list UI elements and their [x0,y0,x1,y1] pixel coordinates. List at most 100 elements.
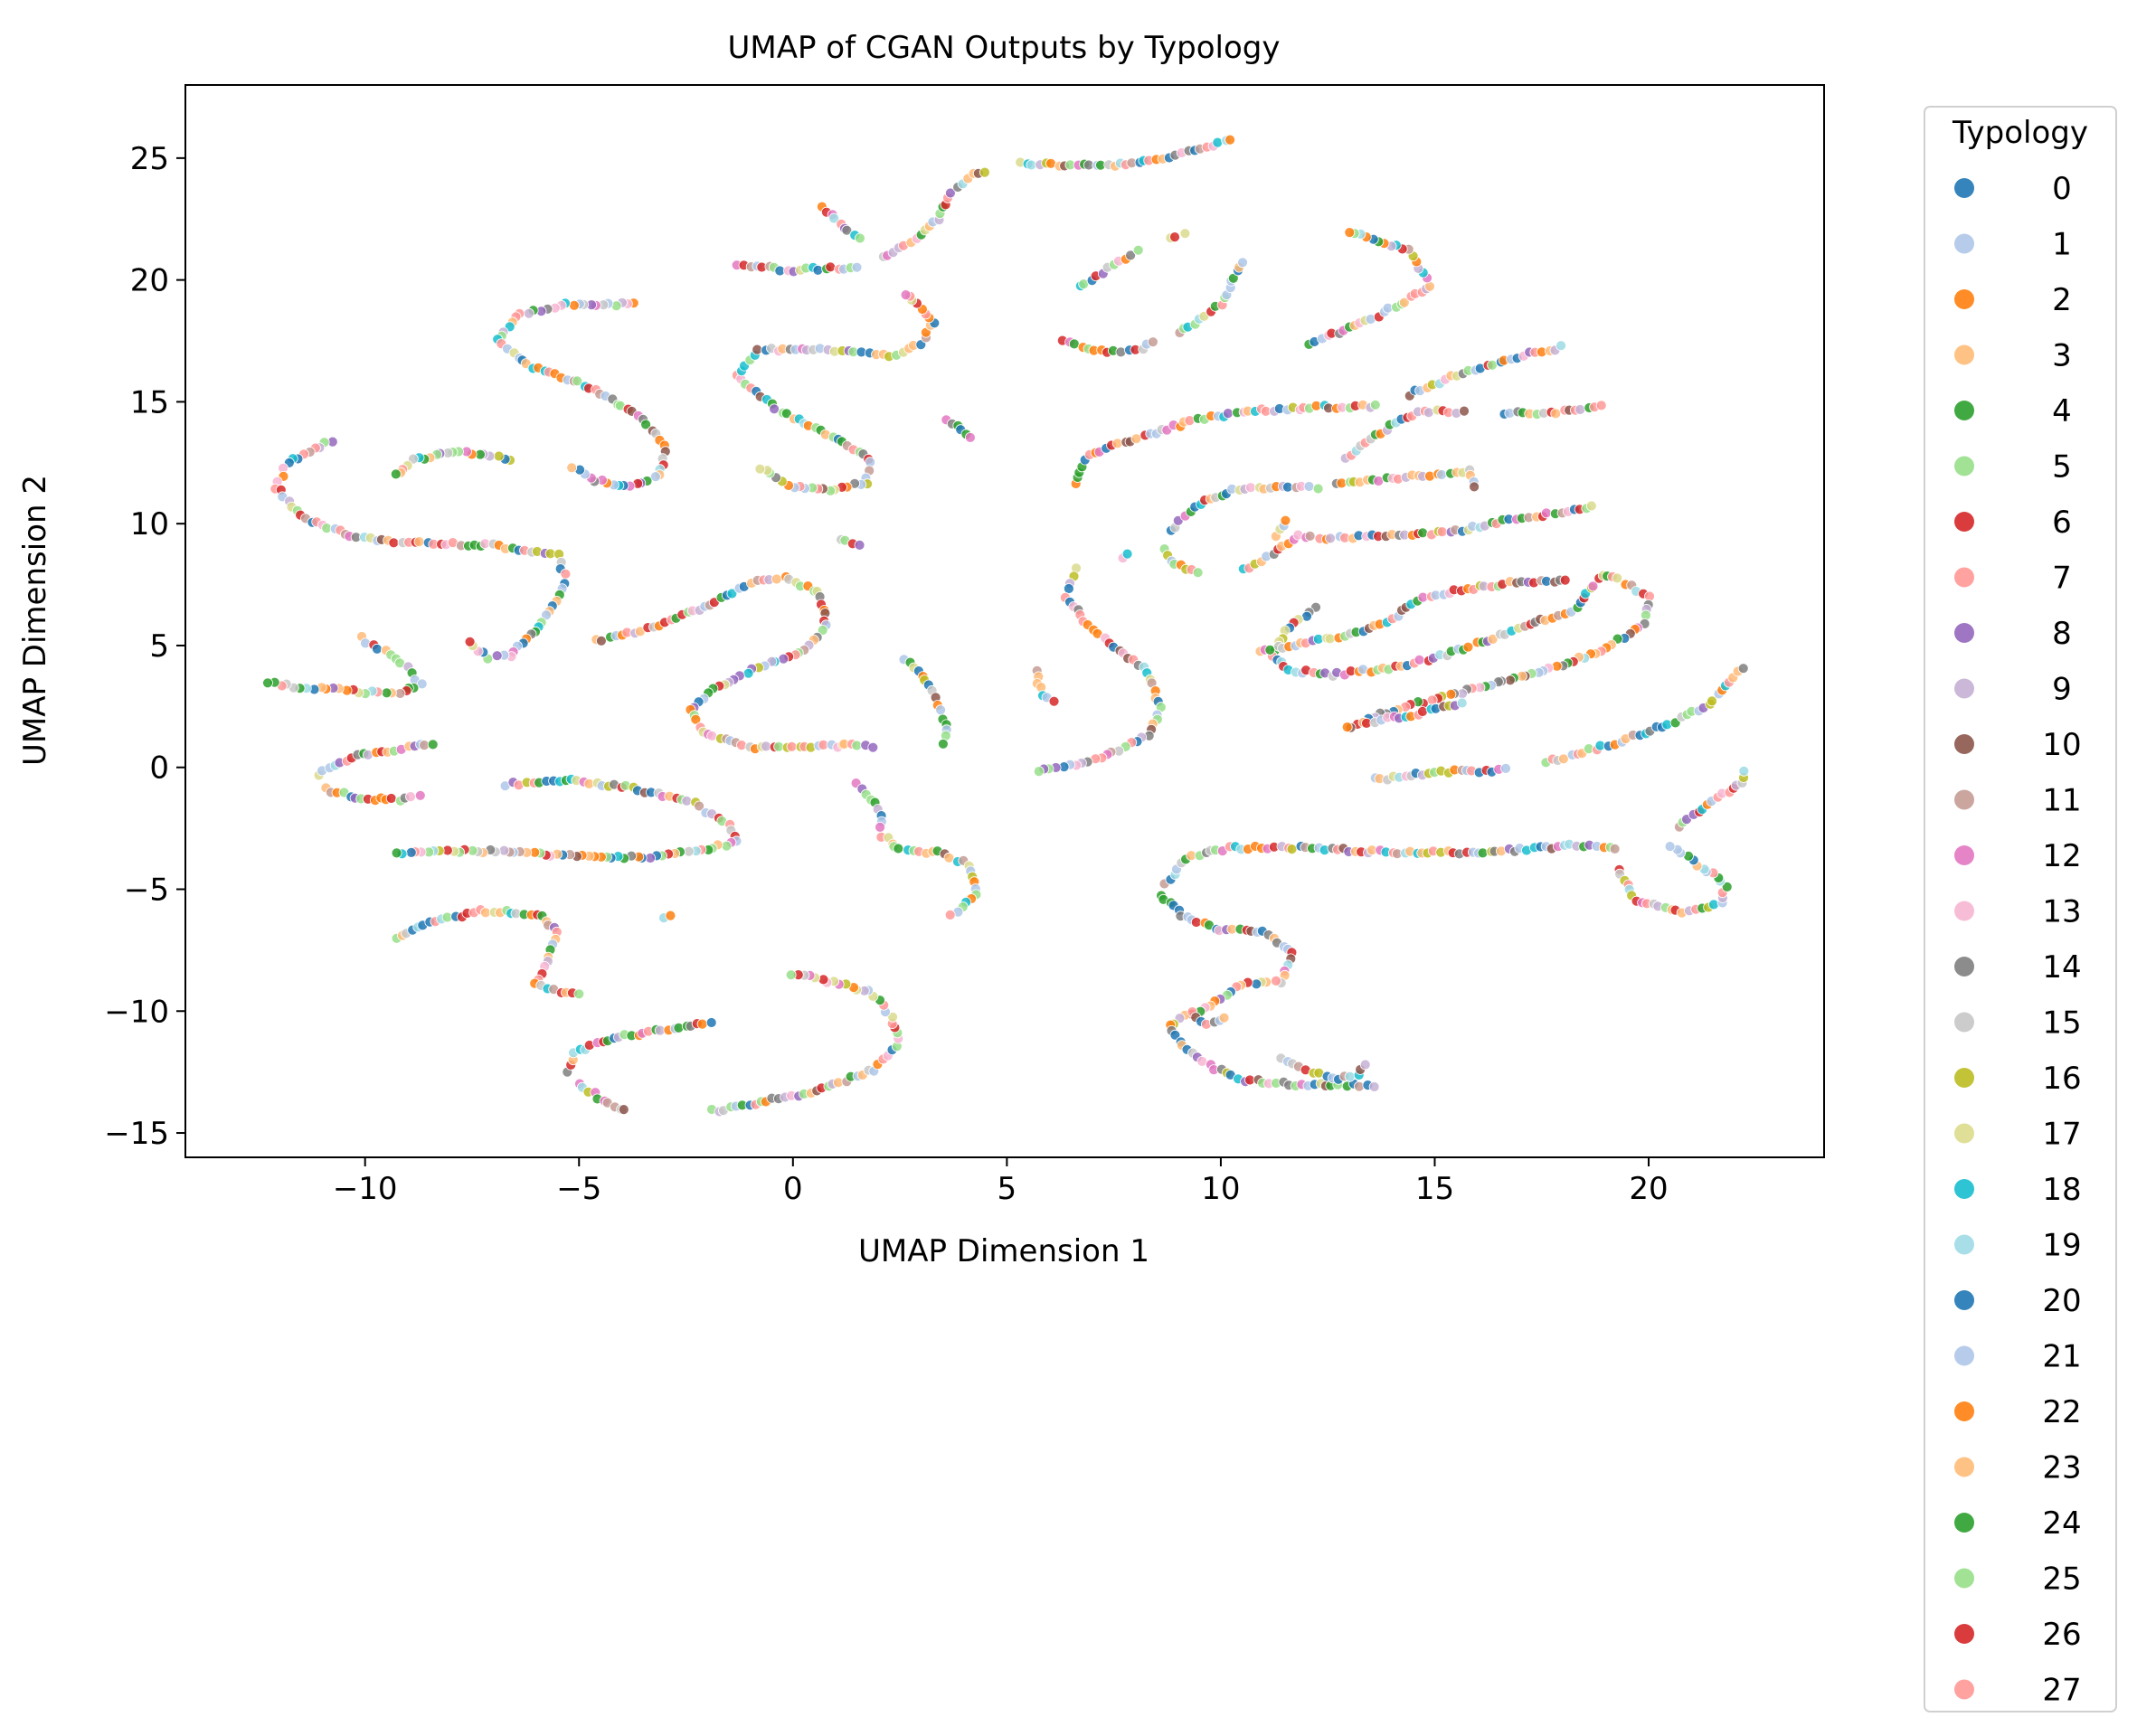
legend-marker-24 [1954,1513,1974,1533]
legend-marker-5 [1954,456,1974,476]
legend-marker-20 [1954,1290,1974,1310]
scatter-point [841,224,853,236]
scatter-point [1609,844,1621,854]
legend-marker-7 [1954,567,1974,588]
scatter-point [1325,533,1336,544]
scatter-point [1664,841,1676,852]
scatter-point [491,650,503,662]
scatter-point [1227,272,1239,284]
scatter-point [1436,469,1447,480]
scatter-point [771,573,782,585]
legend-label-21: 21 [2042,1339,2081,1375]
legend-marker-8 [1954,623,1974,643]
scatter-point [900,289,912,301]
scatter-point [1456,697,1468,709]
legend-label-4: 4 [2052,393,2072,429]
plot-area [185,85,1824,1157]
legend-marker-15 [1954,1012,1974,1033]
scatter-point [854,540,865,551]
scatter-point [1312,483,1324,495]
legend-marker-11 [1954,789,1974,810]
scatter-point [1190,917,1202,928]
legend-marker-19 [1954,1234,1974,1255]
scatter-point [1500,763,1511,774]
scatter-point [1417,527,1428,539]
legend-marker-13 [1954,901,1974,921]
y-axis-ticks: −15 −10 −5 0 5 10 15 20 25 [104,141,185,1152]
scatter-point [1048,695,1060,707]
scatter-point [938,738,949,750]
scatter-point [1595,400,1607,411]
scatter-point [721,840,733,852]
scatter-point [640,419,651,430]
legend-label-25: 25 [2042,1561,2081,1598]
scatter-point [381,687,392,699]
legend-marker-14 [1954,957,1974,976]
x-axis-label: UMAP Dimension 1 [858,1233,1149,1269]
scatter-point [665,910,676,921]
y-tick-label-5: 10 [130,506,169,542]
legend-label-7: 7 [2052,561,2072,597]
scatter-point [1130,433,1142,445]
legend-label-13: 13 [2042,894,2081,930]
scatter-point [1707,695,1717,707]
scatter-point [1541,507,1552,519]
scatter-point [1179,228,1191,240]
legend-marker-26 [1954,1624,1974,1644]
y-tick-label-2: −5 [124,873,169,909]
scatter-point [778,653,790,665]
scatter-point [1115,346,1127,358]
legend-marker-4 [1954,401,1974,420]
scatter-point [1587,580,1599,592]
legend-label-3: 3 [2052,338,2072,374]
legend-frame [1924,106,2117,1712]
scatter-point [493,450,505,462]
legend-marker-0 [1954,178,1974,198]
scatter-point [1737,663,1749,675]
legend-marker-12 [1954,845,1974,865]
scatter-point [464,636,476,647]
scatter-point [390,468,402,480]
scatter-point [1304,531,1316,542]
scatter-point [752,344,763,355]
scatter-point [867,741,879,753]
legend-label-26: 26 [2042,1617,2081,1653]
legend-label-23: 23 [2042,1450,2081,1486]
scatter-point [825,261,837,273]
y-tick-label-3: 0 [149,750,169,787]
scatter-point [754,463,766,475]
scatter-point [1555,340,1566,352]
scatter-points [262,134,1750,1118]
scatter-point [1558,753,1569,765]
scatter-point [1477,847,1489,859]
scatter-point [1612,572,1623,584]
scatter-point [1423,407,1434,419]
scatter-point [1225,134,1235,146]
scatter-point [935,704,946,716]
scatter-point [893,843,904,854]
scatter-point [705,1017,717,1028]
scatter-point [1026,159,1037,171]
x-tick-label-0: −10 [333,1171,398,1207]
legend-label-22: 22 [2042,1394,2081,1430]
scatter-point [1487,634,1499,645]
x-axis-ticks: −10 −5 0 5 10 15 20 [333,1157,1669,1207]
scatter-point [1462,641,1474,653]
scatter-point [1708,899,1719,910]
scatter-point [1341,722,1353,732]
scatter-point [262,677,273,689]
scatter-point [851,261,863,273]
legend-label-5: 5 [2052,449,2072,486]
scatter-point [1398,297,1410,308]
legend-marker-27 [1954,1679,1974,1700]
y-tick-label-0: −15 [104,1116,169,1152]
x-tick-label-6: 20 [1629,1171,1668,1207]
scatter-point [1132,244,1144,256]
scatter-point [480,907,491,919]
scatter-point [851,740,863,751]
scatter-point [1280,514,1291,526]
legend-marker-18 [1954,1179,1974,1199]
scatter-point [812,264,824,276]
scatter-point [979,166,990,178]
legend-marker-21 [1954,1345,1974,1366]
